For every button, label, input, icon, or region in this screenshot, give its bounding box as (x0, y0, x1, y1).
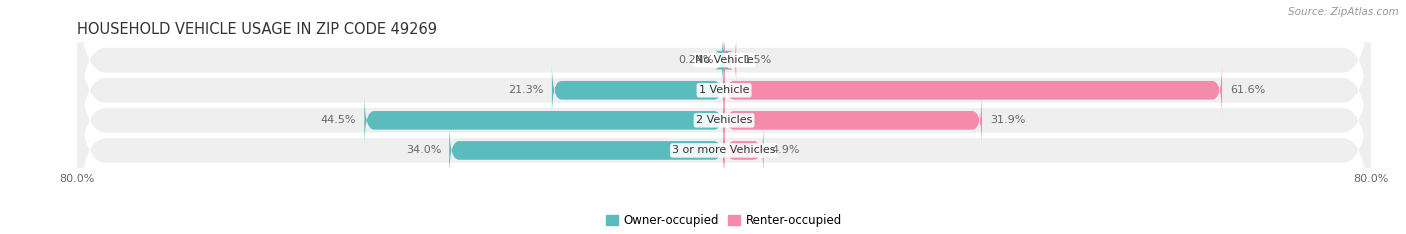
Text: 4.9%: 4.9% (772, 145, 800, 155)
FancyBboxPatch shape (724, 94, 981, 147)
Text: No Vehicle: No Vehicle (695, 55, 754, 65)
Text: 0.24%: 0.24% (679, 55, 714, 65)
FancyBboxPatch shape (364, 94, 724, 147)
Text: 1 Vehicle: 1 Vehicle (699, 85, 749, 95)
Legend: Owner-occupied, Renter-occupied: Owner-occupied, Renter-occupied (600, 210, 848, 232)
FancyBboxPatch shape (714, 33, 733, 87)
Text: 3 or more Vehicles: 3 or more Vehicles (672, 145, 776, 155)
Text: 21.3%: 21.3% (509, 85, 544, 95)
FancyBboxPatch shape (724, 124, 763, 177)
Text: 34.0%: 34.0% (406, 145, 441, 155)
Text: 1.5%: 1.5% (744, 55, 772, 65)
Text: 2 Vehicles: 2 Vehicles (696, 115, 752, 125)
Text: 44.5%: 44.5% (321, 115, 356, 125)
FancyBboxPatch shape (77, 58, 1371, 234)
FancyBboxPatch shape (553, 63, 724, 117)
FancyBboxPatch shape (450, 124, 724, 177)
Text: Source: ZipAtlas.com: Source: ZipAtlas.com (1288, 7, 1399, 17)
FancyBboxPatch shape (77, 0, 1371, 153)
FancyBboxPatch shape (724, 63, 1222, 117)
FancyBboxPatch shape (724, 33, 737, 87)
Text: HOUSEHOLD VEHICLE USAGE IN ZIP CODE 49269: HOUSEHOLD VEHICLE USAGE IN ZIP CODE 4926… (77, 22, 437, 37)
FancyBboxPatch shape (77, 27, 1371, 213)
Text: 31.9%: 31.9% (990, 115, 1025, 125)
Text: 61.6%: 61.6% (1230, 85, 1265, 95)
FancyBboxPatch shape (77, 0, 1371, 183)
